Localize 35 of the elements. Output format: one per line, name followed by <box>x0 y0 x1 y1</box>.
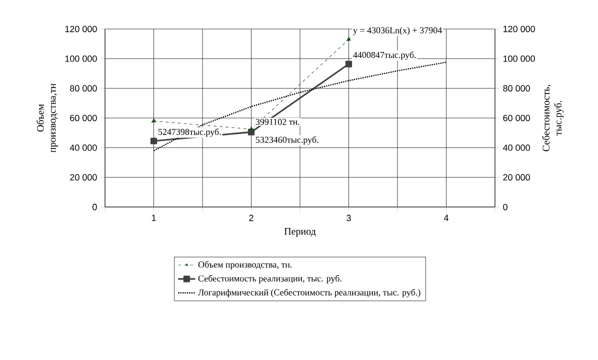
y2-axis-title: Себестоимость, тыс.руб. <box>542 84 564 152</box>
point <box>150 138 158 144</box>
y-tick-label: 20 000 <box>70 174 97 181</box>
point <box>248 126 254 131</box>
y-tick-label: 60 000 <box>70 114 97 122</box>
y2-tick-label: 60 000 <box>503 114 530 122</box>
y-tick-label: 80 000 <box>70 85 97 92</box>
x-tick-label: 3 <box>346 214 351 222</box>
y-tick-label: 100 000 <box>65 55 97 62</box>
y2-tick-label: 80 000 <box>503 85 530 92</box>
x-tick-label: 2 <box>249 214 254 222</box>
annotation: 5323460тыс.руб. <box>256 136 318 145</box>
y-tick-label: 0 <box>92 204 97 210</box>
annotation: y = 43036Ln(x) + 37904 <box>353 27 442 36</box>
y2-tick-label: 40 000 <box>503 144 530 151</box>
y-tick-label: 120 000 <box>65 26 97 32</box>
x-axis-title: Период <box>284 228 316 237</box>
y-axis-title: Объем производства,тн <box>36 84 58 152</box>
point <box>345 60 352 68</box>
legend-label: Логарифмический (Себестоимость реализации, тыс. руб.) <box>198 288 420 298</box>
point <box>151 118 156 122</box>
y-tick-label: 40 000 <box>70 144 97 151</box>
y2-tick-label: 100 000 <box>503 55 535 62</box>
x-tick-label: 4 <box>444 214 448 221</box>
annotation: 3991102 тн. <box>256 118 300 125</box>
legend-label: Объем производства, тн. <box>198 261 292 270</box>
point <box>346 36 352 41</box>
x-tick-label: 1 <box>152 214 156 221</box>
y2-tick-label: 20 000 <box>503 174 530 181</box>
annotation: 4400847тыс.руб. <box>353 51 416 60</box>
legend-label: Себестоимость реализации, тыс. руб. <box>198 274 342 284</box>
line-series <box>153 62 447 152</box>
annotation: 5247398тыс.руб. <box>158 128 221 137</box>
y2-tick-label: 120 000 <box>503 26 535 32</box>
y2-tick-label: 0 <box>503 204 508 210</box>
